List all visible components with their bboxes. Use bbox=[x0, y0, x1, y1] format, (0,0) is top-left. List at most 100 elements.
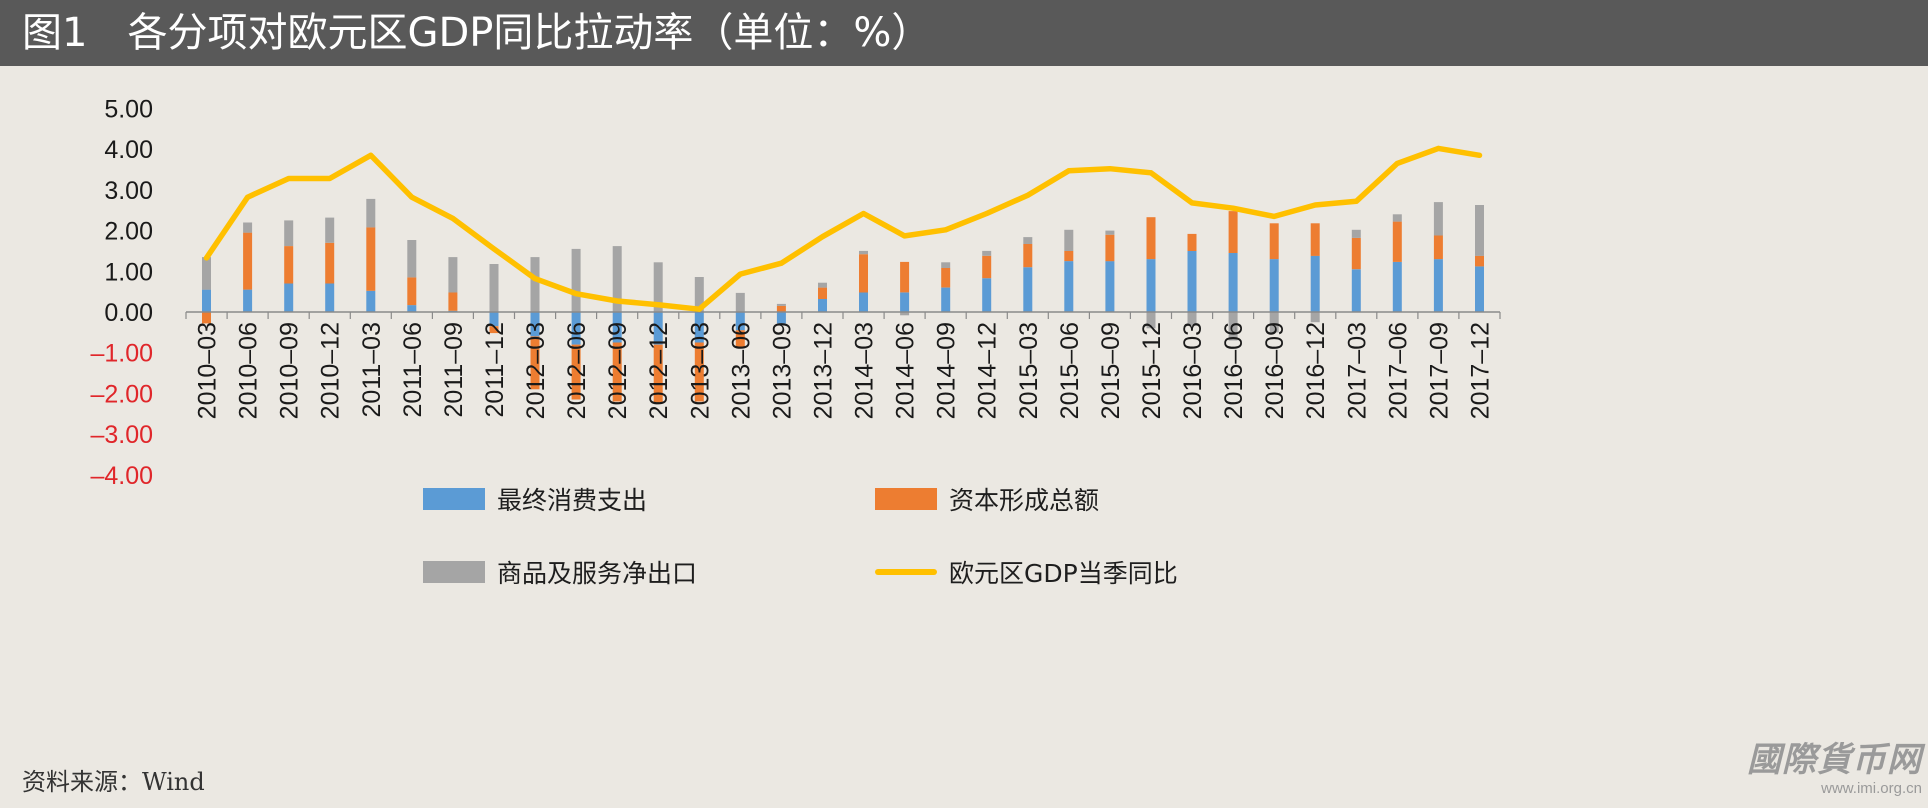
bar-series-2-2011–06 bbox=[407, 277, 417, 306]
bar-series-1-2013–03 bbox=[694, 312, 704, 343]
bar-series-1-2016–06 bbox=[1228, 253, 1238, 312]
bar-series-3-2011–06 bbox=[407, 240, 417, 278]
x-tick-label: 2012–09 bbox=[604, 322, 632, 419]
x-tick-label: 2017–12 bbox=[1467, 322, 1495, 419]
watermark-url: www.imi.org.cn bbox=[1821, 780, 1922, 797]
gdp-point-2015–03 bbox=[1025, 192, 1031, 198]
bar-series-1-2010–12 bbox=[325, 283, 335, 312]
bar-series-2-2017–06 bbox=[1392, 221, 1402, 262]
bar-series-3-2010–03 bbox=[202, 257, 211, 290]
x-tick-label: 2014–09 bbox=[933, 322, 961, 419]
bar-series-3-2012–03 bbox=[530, 257, 540, 312]
legend-item-series-2: 资本形成总额 bbox=[875, 481, 1099, 517]
gdp-line bbox=[203, 145, 1483, 312]
gdp-point-2015–06 bbox=[1066, 168, 1072, 174]
bar-series-3-2017–09 bbox=[1433, 202, 1443, 236]
x-tick-label: 2011–03 bbox=[358, 322, 386, 417]
legend-swatch-series-1 bbox=[423, 488, 485, 510]
gdp-point-2015–12 bbox=[1148, 170, 1154, 176]
x-tick-label: 2016–06 bbox=[1220, 322, 1248, 419]
gdp-point-2012–03 bbox=[532, 276, 538, 282]
gdp-point-2011–06 bbox=[409, 194, 415, 200]
bar-series-3-2012–06 bbox=[571, 248, 581, 312]
stacked-bars bbox=[202, 198, 1484, 404]
legend-label-series-2: 资本形成总额 bbox=[949, 486, 1100, 515]
bar-series-1-2015–06 bbox=[1064, 261, 1074, 312]
bar-series-1-2012–09 bbox=[612, 312, 622, 343]
x-tick-label: 2013–06 bbox=[727, 322, 755, 419]
bar-series-1-2011–03 bbox=[366, 290, 376, 312]
bar-series-2-2011–12 bbox=[489, 326, 499, 334]
legend-label-series-4: 欧元区GDP当季同比 bbox=[949, 559, 1178, 588]
legend-label-series-3: 商品及服务净出口 bbox=[497, 559, 698, 588]
legend-swatch-series-3 bbox=[423, 561, 485, 583]
bar-series-3-2014–06 bbox=[900, 312, 910, 316]
bar-series-3-2010–09 bbox=[284, 220, 294, 246]
bar-series-3-2017–12 bbox=[1475, 205, 1484, 256]
bar-series-1-2014–09 bbox=[941, 287, 951, 312]
bar-series-1-2012–03 bbox=[530, 312, 540, 337]
bar-series-3-2015–12 bbox=[1146, 312, 1156, 329]
gdp-point-2013–03 bbox=[696, 306, 702, 312]
y-tick-label: –2.00 bbox=[90, 380, 153, 408]
bar-series-1-2015–03 bbox=[1023, 267, 1033, 312]
chart-title: 图1 各分项对欧元区GDP同比拉动率（单位：%） bbox=[22, 10, 932, 56]
gdp-point-2014–12 bbox=[984, 211, 990, 216]
gdp-point-2014–03 bbox=[861, 211, 866, 216]
bar-series-1-2014–03 bbox=[859, 292, 868, 312]
gdp-point-2017–09 bbox=[1435, 145, 1441, 151]
bar-series-3-2014–09 bbox=[941, 262, 951, 268]
legend-item-series-4: 欧元区GDP当季同比 bbox=[875, 554, 1178, 590]
bar-series-2-2016–03 bbox=[1187, 233, 1197, 251]
bar-series-1-2017–09 bbox=[1433, 259, 1443, 312]
bar-series-1-2016–03 bbox=[1187, 250, 1197, 312]
y-tick-label: 2.00 bbox=[104, 218, 153, 246]
bar-series-2-2014–06 bbox=[900, 261, 910, 293]
bar-series-2-2016–09 bbox=[1269, 223, 1279, 260]
y-tick-label: 3.00 bbox=[104, 177, 153, 205]
y-tick-label: –3.00 bbox=[90, 421, 153, 449]
gdp-point-2012–09 bbox=[614, 298, 620, 304]
bar-series-1-2012–12 bbox=[653, 312, 663, 345]
x-tick-label: 2015–12 bbox=[1138, 322, 1166, 419]
bar-series-3-2015–03 bbox=[1023, 237, 1033, 244]
bar-series-3-2015–06 bbox=[1064, 229, 1074, 251]
bar-series-2-2015–03 bbox=[1023, 244, 1033, 268]
x-tick-label: 2016–03 bbox=[1179, 322, 1207, 419]
bar-series-3-2011–12 bbox=[489, 264, 499, 312]
bar-series-3-2012–09 bbox=[612, 246, 622, 312]
gdp-point-2015–09 bbox=[1107, 166, 1113, 172]
bar-series-1-2017–12 bbox=[1475, 266, 1484, 312]
bar-series-2-2010–06 bbox=[243, 232, 253, 290]
y-tick-label: –4.00 bbox=[90, 462, 153, 490]
bar-series-3-2014–12 bbox=[982, 250, 992, 256]
bar-series-1-2014–06 bbox=[900, 292, 910, 312]
watermark: 國際貨币网 www.imi.org.cn bbox=[1740, 740, 1922, 798]
bar-series-1-2016–12 bbox=[1310, 255, 1320, 312]
gdp-point-2016–03 bbox=[1189, 200, 1195, 206]
bar-series-1-2017–03 bbox=[1351, 269, 1361, 312]
gdp-point-2013–12 bbox=[820, 234, 825, 240]
gdp-point-2017–12 bbox=[1477, 152, 1482, 158]
gdp-point-2011–09 bbox=[450, 215, 456, 221]
x-tick-label: 2014–06 bbox=[892, 322, 920, 419]
bar-series-2-2017–09 bbox=[1433, 235, 1443, 260]
bar-series-2-2016–12 bbox=[1310, 223, 1320, 256]
bar-series-3-2013–06 bbox=[735, 292, 745, 312]
bar-series-2-2013–06 bbox=[735, 330, 745, 347]
title-band: 图1 各分项对欧元区GDP同比拉动率（单位：%） bbox=[0, 0, 1928, 66]
gdp-point-2014–09 bbox=[943, 227, 949, 233]
bar-series-3-2013–12 bbox=[818, 282, 827, 288]
bar-series-3-2013–09 bbox=[776, 303, 786, 306]
bar-series-3-2016–09 bbox=[1269, 312, 1279, 333]
bar-series-2-2010–09 bbox=[284, 246, 294, 284]
bar-series-1-2017–06 bbox=[1392, 261, 1402, 312]
gdp-line-group bbox=[203, 145, 1483, 312]
bar-series-2-2014–03 bbox=[859, 254, 868, 293]
bar-series-1-2013–06 bbox=[735, 312, 745, 331]
gdp-point-2010–03 bbox=[204, 255, 209, 261]
x-tick-label: 2011–12 bbox=[481, 322, 509, 417]
bar-series-2-2015–09 bbox=[1105, 234, 1115, 262]
bar-series-3-2016–06 bbox=[1228, 312, 1238, 341]
bar-series-3-2017–06 bbox=[1392, 214, 1402, 222]
